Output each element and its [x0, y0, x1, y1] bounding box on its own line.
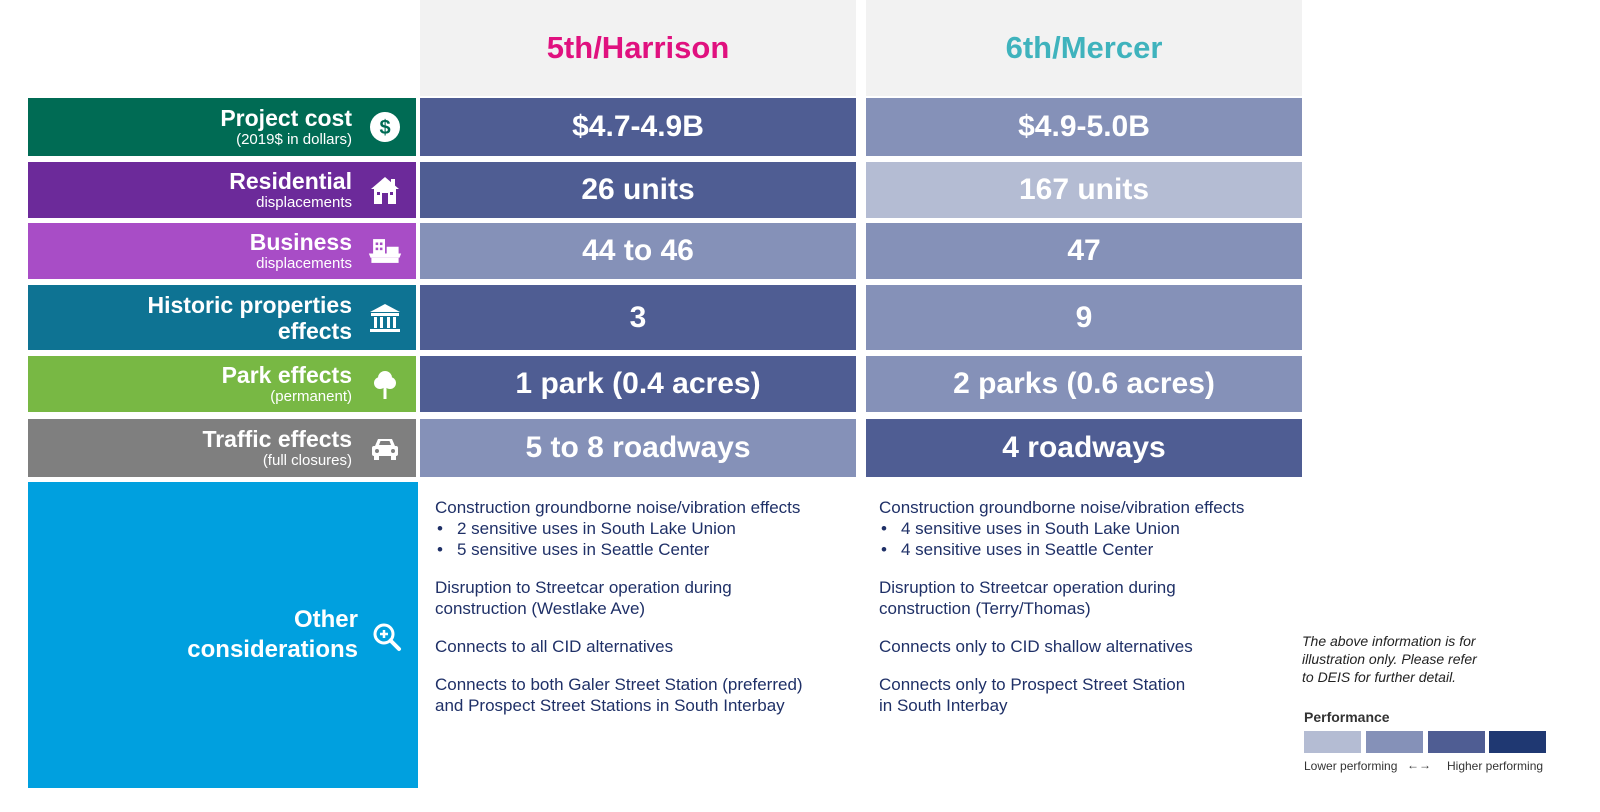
cell-value: 44 to 46 [582, 234, 694, 267]
legend-swatch-mid-low [1366, 731, 1423, 753]
cell-harrison-residential: 26 units [420, 162, 856, 218]
column-title-mercer: 6th/Mercer [1005, 30, 1163, 65]
row-subtitle: (permanent) [270, 388, 352, 405]
cell-value: $4.7-4.9B [572, 110, 704, 143]
house-icon [368, 173, 402, 207]
streetcar-line1: Disruption to Streetcar operation during [879, 578, 1176, 597]
list-item: 4 sensitive uses in South Lake Union [879, 518, 1289, 539]
cell-value: 4 roadways [1002, 431, 1166, 464]
legend-title: Performance [1304, 709, 1390, 725]
row-label-traffic-effects: Traffic effects (full closures) [28, 419, 416, 477]
svg-text:$: $ [379, 117, 390, 139]
storefront-icon [368, 234, 402, 268]
legend-arrow: ←→ [1407, 758, 1431, 772]
cell-mercer-residential: 167 units [866, 162, 1302, 218]
cell-value: 5 to 8 roadways [525, 431, 751, 464]
disclaimer-line2: illustration only. Please refer [1302, 651, 1477, 667]
disclaimer-line3: to DEIS for further detail. [1302, 669, 1457, 685]
noise-bullets: 2 sensitive uses in South Lake Union 5 s… [435, 518, 845, 560]
row-subtitle: displacements [256, 255, 352, 272]
column-header-5th-harrison: 5th/Harrison [420, 0, 856, 96]
cell-mercer-historic: 9 [866, 285, 1302, 350]
dollar-icon: $ [368, 110, 402, 144]
row-label-business: Business displacements [28, 223, 416, 279]
cell-harrison-project-cost: $4.7-4.9B [420, 98, 856, 156]
station-line2: and Prospect Street Stations in South In… [435, 696, 785, 715]
cell-mercer-project-cost: $4.9-5.0B [866, 98, 1302, 156]
cid-text: Connects to all CID alternatives [435, 637, 674, 656]
row-title: Business [249, 229, 352, 255]
other-title-line1: Other [293, 606, 358, 633]
legend-swatch-lower [1304, 731, 1361, 753]
cell-value: $4.9-5.0B [1018, 110, 1150, 143]
cell-value: 2 parks (0.6 acres) [953, 367, 1215, 400]
column-header-6th-mercer: 6th/Mercer [866, 0, 1302, 96]
row-label-other-considerations: Other considerations [28, 482, 418, 788]
cell-harrison-business: 44 to 46 [420, 223, 856, 279]
legend-low-label: Lower performing [1304, 759, 1398, 773]
cell-mercer-traffic: 4 roadways [866, 419, 1302, 477]
cell-value: 3 [629, 300, 647, 334]
row-subtitle: (2019$ in dollars) [236, 131, 352, 148]
cid-text: Connects only to CID shallow alternative… [879, 637, 1193, 656]
row-title-line2: effects [277, 317, 352, 344]
row-title: Residential [229, 168, 352, 194]
disclaimer-line1: The above information is for [1302, 633, 1476, 649]
cell-value: 47 [1067, 234, 1101, 267]
cell-value: 1 park (0.4 acres) [515, 367, 761, 400]
list-item: 2 sensitive uses in South Lake Union [435, 518, 845, 539]
legend-high-label: Higher performing [1447, 759, 1544, 773]
disclaimer: The above information is for illustratio… [1302, 632, 1542, 686]
other-notes-mercer: Construction groundborne noise/vibration… [879, 497, 1289, 733]
cell-harrison-historic: 3 [420, 285, 856, 350]
station-line1: Connects only to Prospect Street Station [879, 675, 1186, 694]
row-subtitle: displacements [256, 194, 352, 211]
cell-mercer-business: 47 [866, 223, 1302, 279]
row-label-park-effects: Park effects (permanent) [28, 356, 416, 412]
row-label-historic-properties: Historic properties effects [28, 285, 416, 350]
cell-harrison-park: 1 park (0.4 acres) [420, 356, 856, 412]
car-icon [368, 431, 402, 465]
legend-swatch-higher [1489, 731, 1546, 753]
row-title: Park effects [221, 362, 352, 388]
row-label-residential: Residential displacements [28, 162, 416, 218]
cell-mercer-park: 2 parks (0.6 acres) [866, 356, 1302, 412]
noise-bullets: 4 sensitive uses in South Lake Union 4 s… [879, 518, 1289, 560]
station-line2: in South Interbay [879, 696, 1008, 715]
row-label-project-cost: Project cost (2019$ in dollars) $ [28, 98, 416, 156]
other-notes-harrison-body: Construction groundborne noise/vibration… [435, 497, 845, 733]
tree-icon [368, 367, 402, 401]
cell-value: 26 units [581, 173, 695, 206]
row-title: Traffic effects [202, 426, 352, 452]
noise-title: Construction groundborne noise/vibration… [879, 498, 1245, 517]
museum-icon [368, 301, 402, 335]
row-subtitle: (full closures) [262, 452, 352, 469]
column-title-harrison: 5th/Harrison [546, 30, 730, 65]
list-item: 4 sensitive uses in Seattle Center [879, 539, 1289, 560]
noise-title: Construction groundborne noise/vibration… [435, 498, 801, 517]
legend-swatch-mid-high [1428, 731, 1485, 753]
cell-value: 9 [1075, 300, 1093, 334]
streetcar-line2: construction (Terry/Thomas) [879, 599, 1091, 618]
cell-harrison-traffic: 5 to 8 roadways [420, 419, 856, 477]
streetcar-line1: Disruption to Streetcar operation during [435, 578, 732, 597]
streetcar-line2: construction (Westlake Ave) [435, 599, 646, 618]
zoom-in-icon [370, 620, 404, 654]
station-line1: Connects to both Galer Street Station (p… [435, 675, 803, 694]
row-title: Project cost [220, 105, 352, 131]
row-title: Historic properties [147, 291, 353, 318]
cell-value: 167 units [1018, 173, 1150, 206]
other-title-line2: considerations [187, 636, 358, 663]
list-item: 5 sensitive uses in Seattle Center [435, 539, 845, 560]
